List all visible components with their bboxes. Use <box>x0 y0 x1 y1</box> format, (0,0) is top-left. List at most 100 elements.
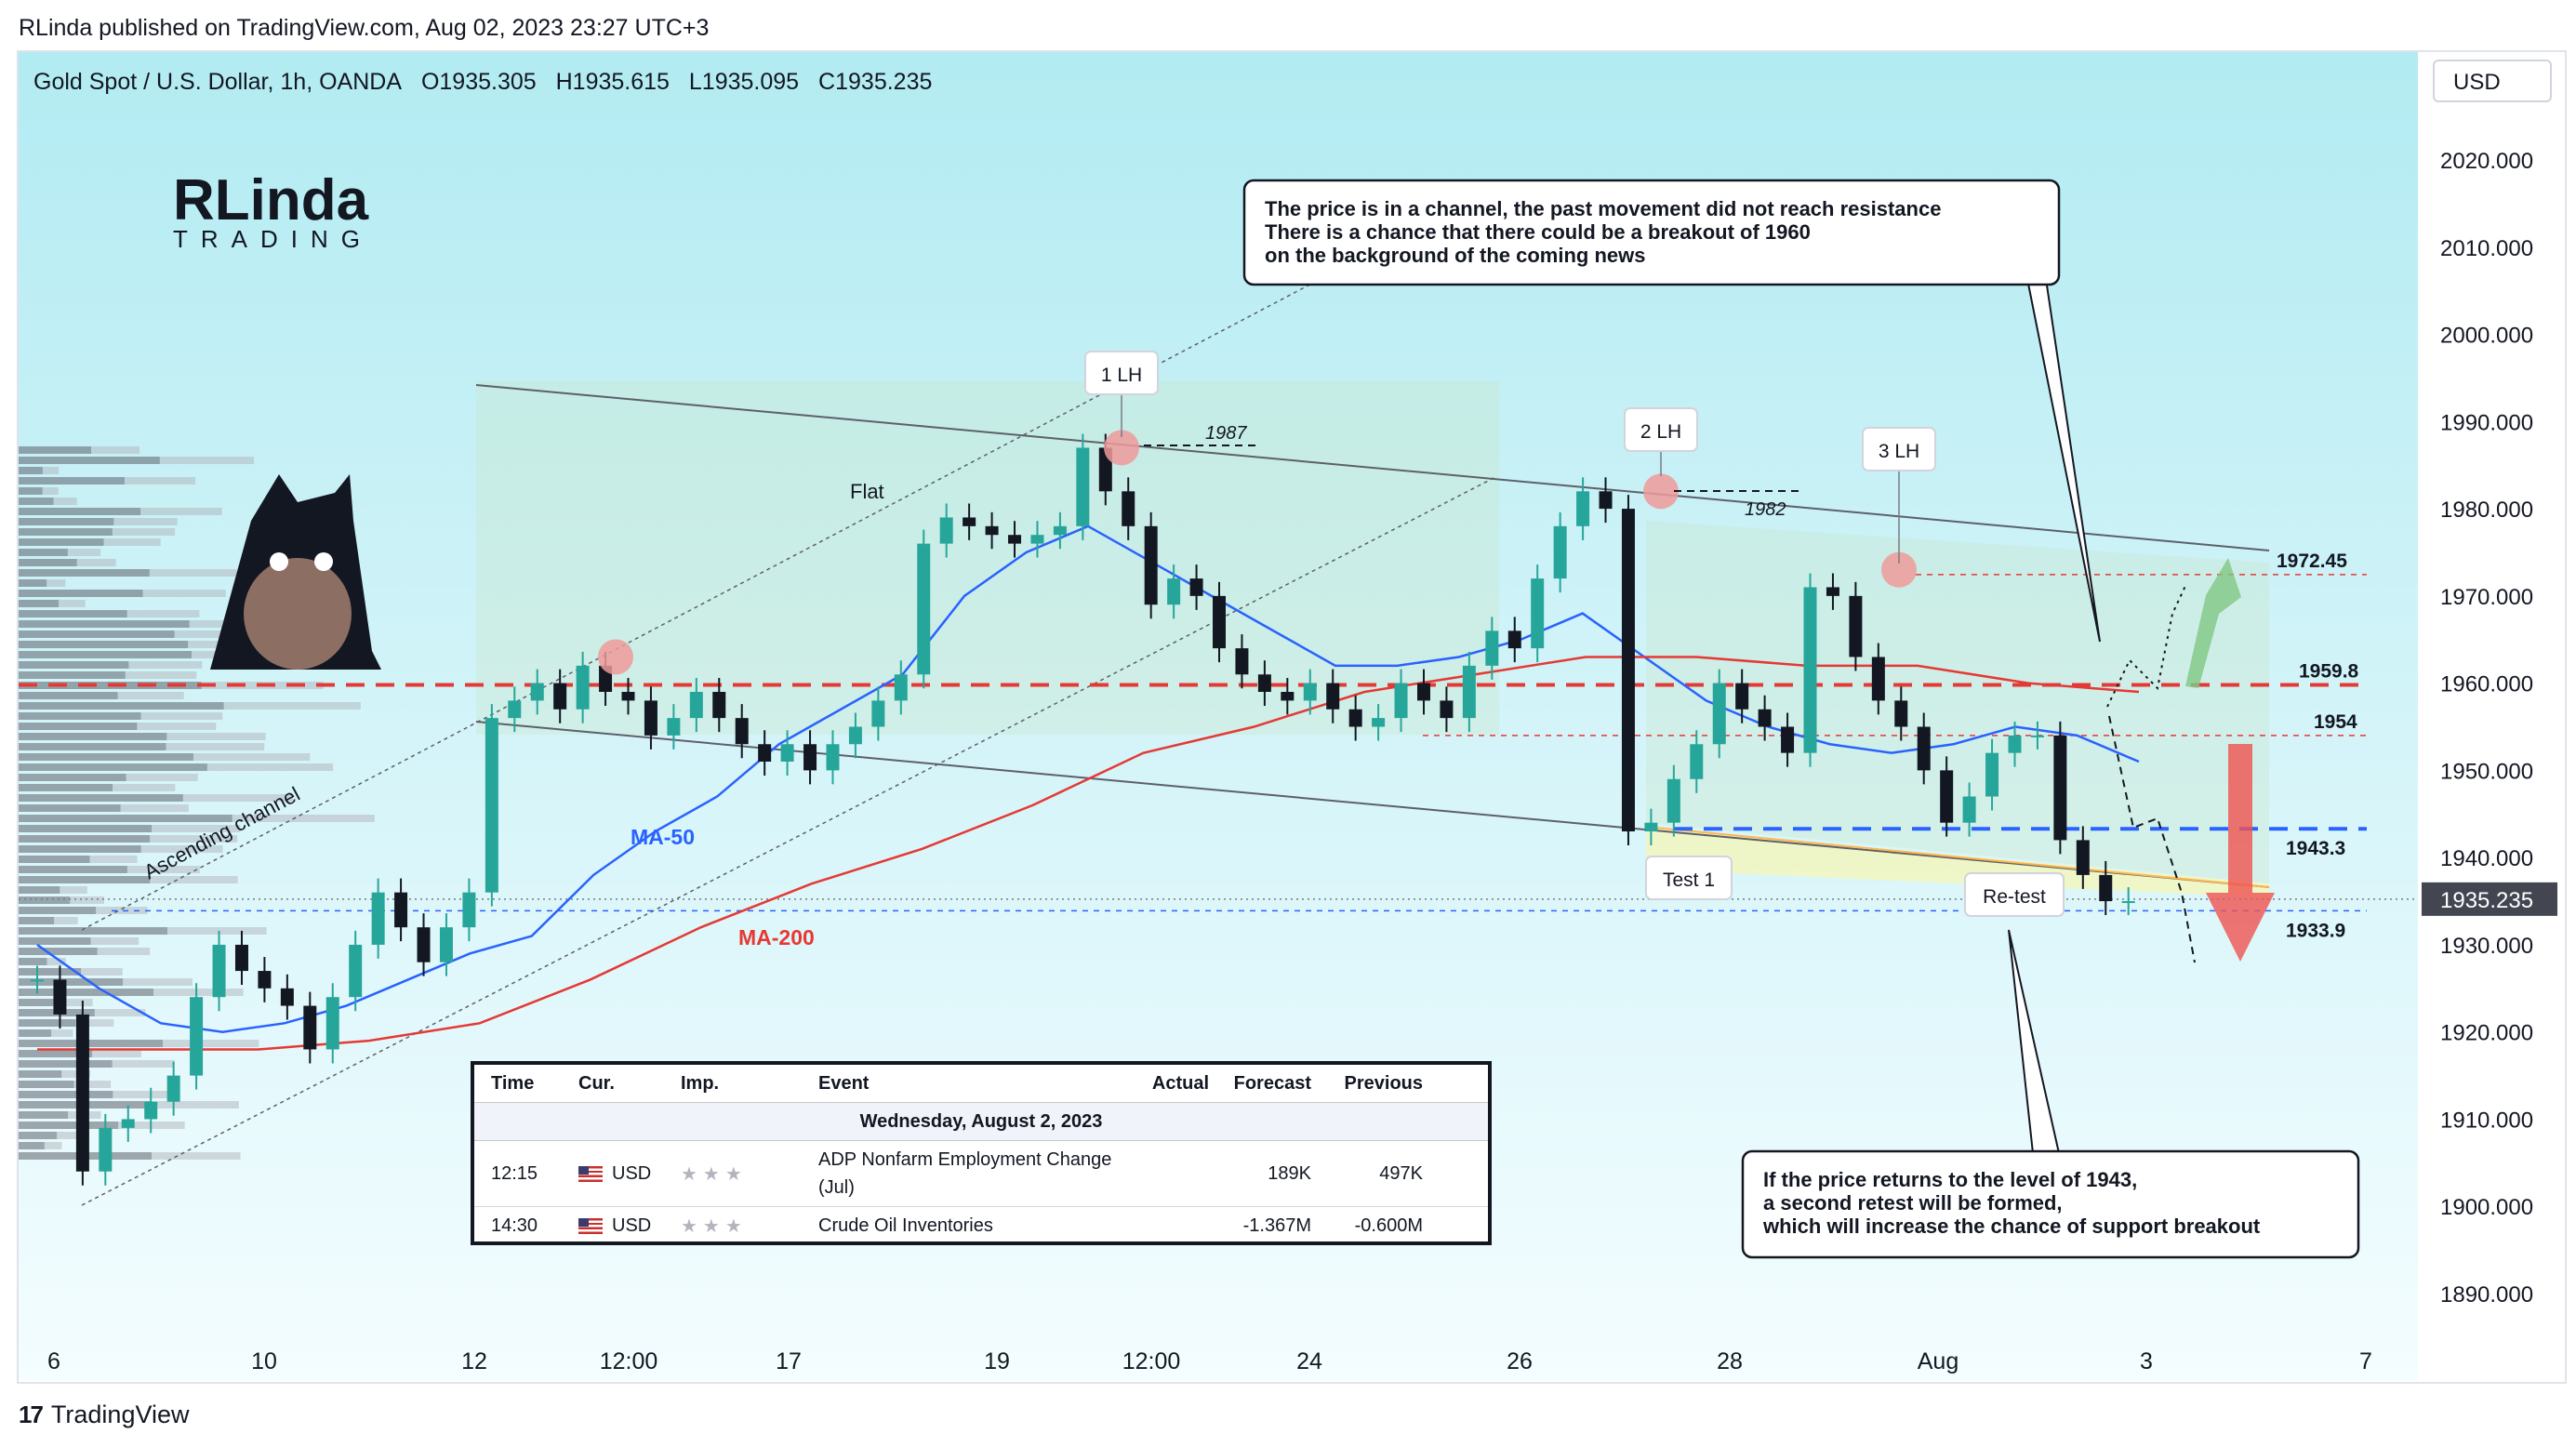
volume-profile-bar <box>113 784 176 791</box>
x-tick-label: 19 <box>984 1348 1010 1374</box>
volume-profile-bar <box>142 590 226 597</box>
volume-profile-bar <box>75 1019 114 1027</box>
bullish-arrow-icon <box>2185 558 2241 688</box>
volume-profile-bar <box>193 753 311 761</box>
volume-profile-bar <box>19 446 91 454</box>
volume-profile-bar <box>19 743 166 750</box>
volume-profile-bar <box>140 508 222 515</box>
ohlc-close: C1935.235 <box>818 69 933 95</box>
currency-button[interactable]: USD <box>2433 60 2552 102</box>
volume-profile-bar <box>67 549 101 556</box>
candle-body <box>1303 683 1317 701</box>
volume-profile-bar <box>19 1040 164 1047</box>
x-tick-label: 12:00 <box>600 1348 658 1374</box>
current-price-label: 1935.235 <box>2440 888 2533 913</box>
candle-body <box>1189 578 1203 596</box>
candle-body <box>894 674 908 701</box>
test1-label: Test 1 <box>1663 870 1715 891</box>
candle-body <box>871 700 885 727</box>
candle-body <box>1348 709 1362 727</box>
volume-profile-bar <box>19 528 113 536</box>
y-tick-label: 1930.000 <box>2440 934 2533 959</box>
lh3-label-box <box>1862 427 1936 471</box>
rlinda-logo-sub: TRADING <box>173 225 373 253</box>
economic-calendar: Time Cur. Imp. Event Actual Forecast Pre… <box>471 1061 1492 1245</box>
volume-profile-bar <box>103 538 161 546</box>
candle-body <box>1053 525 1067 536</box>
candle-body <box>1167 578 1181 605</box>
flat-label: Flat <box>850 480 884 503</box>
volume-profile-bar <box>90 937 139 945</box>
candle-body <box>1281 691 1295 701</box>
volume-profile-bar <box>73 1081 112 1088</box>
volume-profile-bar <box>42 487 59 495</box>
volume-profile-bar <box>59 600 86 607</box>
candle-body <box>1690 744 1704 779</box>
volume-profile-bar <box>149 569 237 577</box>
price-level-label: 1972.45 <box>2277 551 2347 572</box>
us-flag-icon <box>578 1165 603 1182</box>
candle-body <box>1008 535 1022 544</box>
descending-channel-upper <box>475 384 2270 551</box>
volume-profile-bar <box>60 886 87 894</box>
candle-body <box>667 718 681 736</box>
volume-profile-bar <box>128 661 203 669</box>
tradingview-logo-icon[interactable]: 17 <box>19 1401 44 1428</box>
volume-profile-bar <box>19 559 77 566</box>
volume-profile-bar <box>19 784 113 791</box>
candle-body <box>190 997 204 1076</box>
callout-bottom-box <box>1741 1149 2360 1259</box>
col-imp: Imp. <box>681 1072 720 1094</box>
y-tick-label: 1890.000 <box>2440 1282 2533 1308</box>
candle-body <box>1666 778 1680 823</box>
volume-profile-bar <box>19 927 167 935</box>
descending-channel-lower <box>475 721 2270 888</box>
volume-profile-bar <box>19 989 154 996</box>
volume-profile-bar <box>81 968 123 976</box>
candle-body <box>780 744 794 763</box>
candle-body <box>2076 840 2090 875</box>
volume-profile-bar <box>19 896 71 904</box>
volume-profile-bar <box>54 917 78 924</box>
volume-profile-bar <box>206 763 334 771</box>
x-tick-label: 12 <box>461 1348 487 1374</box>
col-actual: Actual <box>1151 1072 1209 1094</box>
ohlc-low: L1935.095 <box>688 69 800 95</box>
candle-body <box>1599 491 1613 510</box>
footer-brand[interactable]: TradingView <box>50 1401 190 1428</box>
x-tick-label: Aug <box>1918 1348 1959 1374</box>
volume-profile-bar <box>182 794 293 802</box>
volume-profile-bar <box>150 835 238 843</box>
lower-high-marker <box>1104 430 1139 466</box>
retest-label-box <box>1964 872 2065 917</box>
volume-profile-bar <box>44 1142 62 1149</box>
volume-profile-bar <box>126 774 198 781</box>
volume-profile-bar <box>19 661 129 669</box>
retest-label: Re-test <box>1983 886 2046 908</box>
volume-profile-bar <box>150 876 238 883</box>
candle-body <box>234 944 248 972</box>
chart-frame[interactable] <box>17 50 2567 1384</box>
support-zone-line <box>1654 827 2270 888</box>
volume-profile-bar <box>123 978 193 986</box>
level-1987-label: 1987 <box>1205 423 1247 444</box>
volume-profile-bar <box>19 1111 69 1119</box>
lh2-label: 2 LH <box>1640 421 1681 443</box>
event-currency: USD <box>578 1215 681 1237</box>
volume-profile-bar <box>166 927 267 935</box>
calendar-row[interactable]: 14:30 USD ★★★ Crude Oil Inventories -1.3… <box>474 1207 1488 1244</box>
lh1-label: 1 LH <box>1101 365 1142 386</box>
candle-body <box>1894 700 1908 727</box>
candle-body <box>1621 509 1635 832</box>
importance-stars-icon: ★★★ <box>681 1163 748 1185</box>
candle-body <box>826 744 840 771</box>
volume-profile-bar <box>19 1019 76 1027</box>
calendar-row[interactable]: 12:15 USD ★★★ ADP Nonfarm Employment Cha… <box>474 1141 1488 1207</box>
candle-body <box>621 691 635 701</box>
candle-body <box>1030 535 1044 544</box>
volume-profile-bar <box>117 692 184 699</box>
volume-profile-bar <box>19 937 91 945</box>
candle-body <box>1781 726 1795 753</box>
volume-profile-bar <box>91 446 139 454</box>
